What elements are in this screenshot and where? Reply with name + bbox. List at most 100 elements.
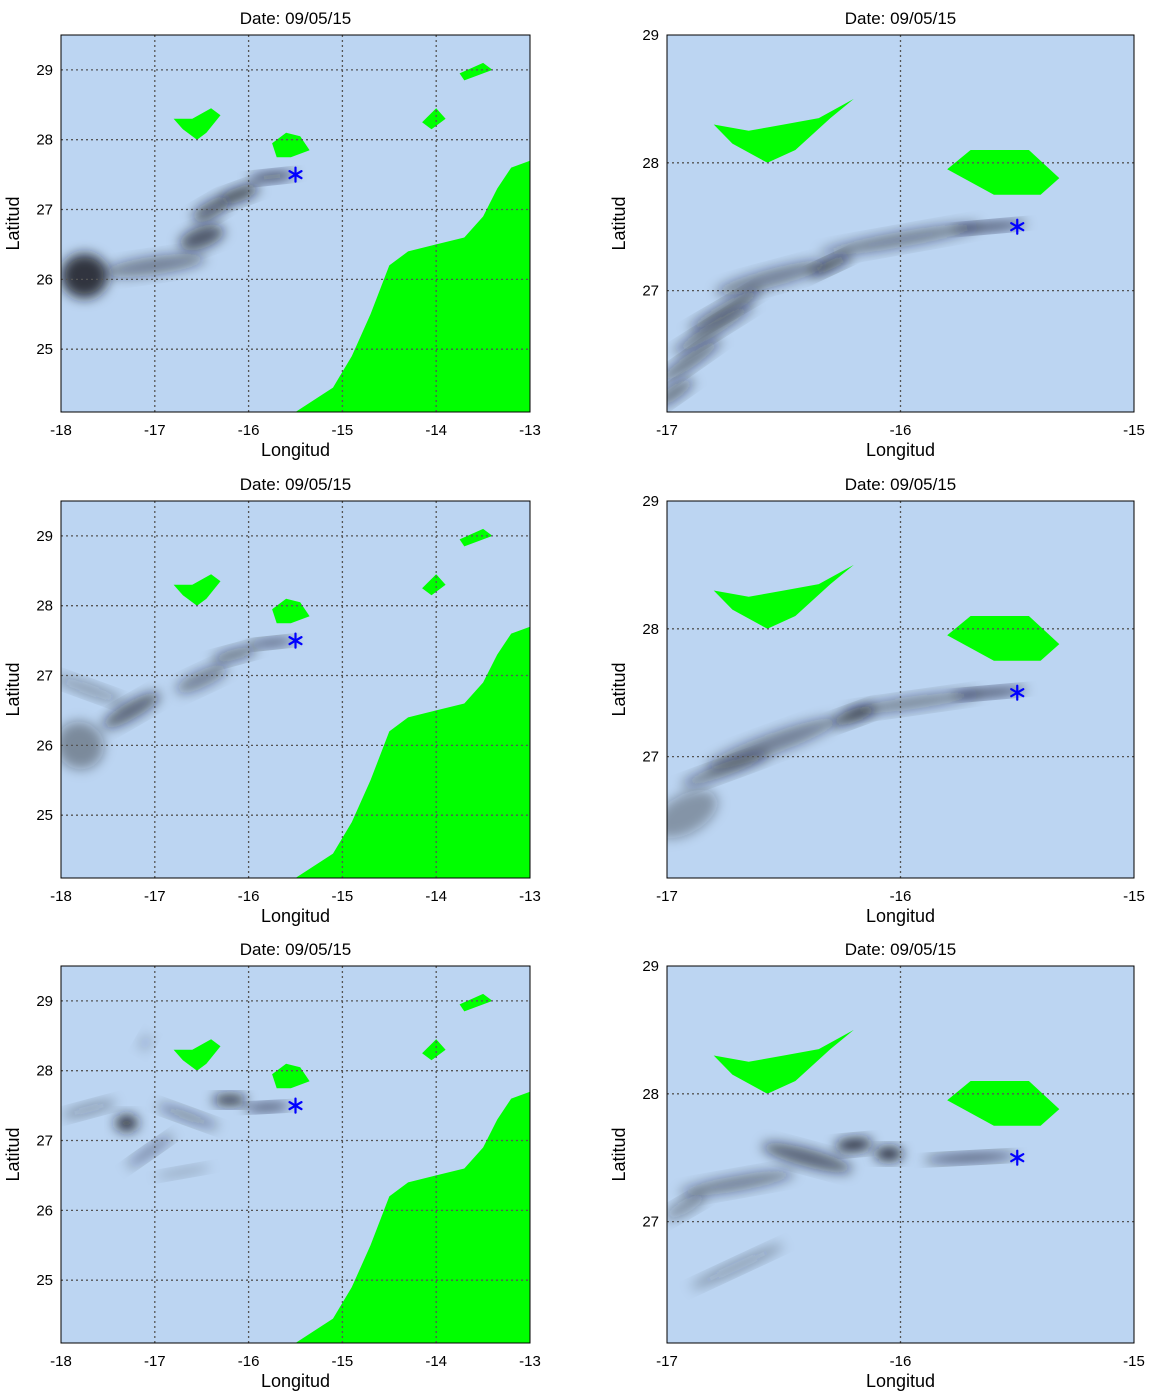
plume-concentration <box>248 171 296 182</box>
land-mass <box>272 598 310 624</box>
x-axis-label: Longitud <box>261 906 330 926</box>
y-tick-label: 28 <box>642 155 659 172</box>
y-tick-label: 28 <box>36 132 53 149</box>
x-tick-label: -17 <box>144 888 166 905</box>
y-axis-label: Latitud <box>3 196 23 250</box>
asterisk-icon <box>1010 684 1025 701</box>
x-tick-label: -14 <box>425 1353 447 1370</box>
plume-concentration <box>155 1166 211 1178</box>
y-tick-label: 29 <box>36 993 53 1010</box>
land-mass <box>272 1063 310 1089</box>
y-axis-label: Latitud <box>3 662 23 716</box>
x-tick-label: -13 <box>519 888 541 905</box>
axes-frame <box>666 500 1135 879</box>
x-tick-label: -15 <box>332 422 354 439</box>
x-tick-label: -18 <box>50 422 72 439</box>
x-tick-label: -17 <box>144 422 166 439</box>
y-tick-label: 27 <box>642 749 659 766</box>
plume-concentration <box>219 184 259 204</box>
x-tick-label: -13 <box>519 1353 541 1370</box>
x-axis-label: Longitud <box>261 440 330 460</box>
plume-concentration <box>809 254 852 276</box>
x-tick-label: -17 <box>656 888 678 905</box>
y-tick-label: 25 <box>36 341 53 358</box>
asterisk-icon <box>1010 1149 1025 1166</box>
x-tick-label: -15 <box>1123 1353 1145 1370</box>
asterisk-icon <box>1010 218 1025 235</box>
x-tick-label: -17 <box>656 1353 678 1370</box>
plume-concentration <box>831 705 876 726</box>
panel-title: Date: 09/05/15 <box>845 940 957 959</box>
plume-concentration <box>138 1035 152 1051</box>
x-tick-label: -18 <box>50 888 72 905</box>
y-tick-label: 26 <box>36 1202 53 1219</box>
asterisk-icon <box>288 1097 303 1114</box>
y-tick-label: 28 <box>642 621 659 638</box>
plume-concentration <box>681 752 770 787</box>
x-axis-label: Longitud <box>866 906 935 926</box>
land-mass <box>272 132 310 158</box>
map-panel: -18 -17 -16 -15 -14 -13 25 26 27 28 29 Date: 09/05/… <box>3 9 541 460</box>
plume-concentration <box>667 338 722 383</box>
plume-concentration <box>820 223 981 256</box>
y-tick-label: 27 <box>36 1133 53 1150</box>
map-panel: -18 -17 -16 -15 -14 -13 25 26 27 28 29 Date: 09/05/… <box>3 940 541 1391</box>
plume-concentration <box>175 664 228 694</box>
x-tick-label: -16 <box>238 1353 260 1370</box>
plume-concentration <box>835 1138 873 1152</box>
land-mass <box>947 1081 1060 1126</box>
y-axis-label: Latitud <box>609 662 629 716</box>
map-panel: -17 -16 -15 27 28 29 Date: 09/05/15 Longitud Lat… <box>609 940 1145 1391</box>
panel-title: Date: 09/05/15 <box>240 9 352 28</box>
x-tick-label: -16 <box>890 422 912 439</box>
plume-concentration <box>715 260 829 296</box>
x-tick-label: -16 <box>238 888 260 905</box>
plume-concentration <box>102 692 161 729</box>
ocean-area <box>667 35 1134 412</box>
plume-concentration <box>126 1134 174 1168</box>
land-mass <box>459 993 493 1012</box>
axes-frame <box>666 965 1135 1344</box>
land-mass <box>713 98 854 163</box>
plume-concentration <box>761 1142 853 1173</box>
map-panel: -18 -17 -16 -15 -14 -13 25 26 27 28 29 Date: 09/05/… <box>3 475 541 926</box>
land-mass <box>173 574 221 606</box>
x-tick-label: -15 <box>1123 422 1145 439</box>
y-tick-label: 27 <box>642 1214 659 1231</box>
y-tick-label: 26 <box>36 271 53 288</box>
plume-concentration <box>211 646 258 663</box>
x-tick-label: -16 <box>890 888 912 905</box>
plume-concentration <box>667 789 718 839</box>
plume-concentration <box>115 1114 138 1132</box>
x-tick-label: -13 <box>519 422 541 439</box>
x-tick-label: -14 <box>425 422 447 439</box>
axes-frame <box>60 34 531 413</box>
plume-concentration <box>212 1095 247 1105</box>
plume-concentration <box>667 378 694 408</box>
axes-frame <box>60 965 531 1344</box>
panel-title: Date: 09/05/15 <box>845 9 957 28</box>
plume-concentration <box>688 288 762 332</box>
map-panel: -17 -16 -15 27 28 29 Date: 09/05/15 Longitud Lat… <box>609 9 1145 460</box>
land-mass <box>459 62 493 81</box>
y-tick-label: 27 <box>36 668 53 685</box>
land-mass <box>713 564 854 629</box>
y-tick-label: 25 <box>36 1272 53 1289</box>
ocean-area <box>667 501 1134 878</box>
axes-frame <box>666 34 1135 413</box>
y-tick-label: 29 <box>642 27 659 44</box>
y-tick-label: 27 <box>642 283 659 300</box>
y-tick-label: 26 <box>36 737 53 754</box>
axes-frame <box>60 500 531 879</box>
x-tick-label: -15 <box>332 888 354 905</box>
x-axis-label: Longitud <box>866 1371 935 1391</box>
land-mass <box>422 574 446 596</box>
y-tick-label: 29 <box>642 493 659 510</box>
plume-concentration <box>923 1153 1018 1163</box>
y-tick-label: 28 <box>36 598 53 615</box>
land-mass <box>947 616 1060 661</box>
map-panel: -17 -16 -15 27 28 29 Date: 09/05/15 Longitud Lat… <box>609 475 1145 926</box>
x-tick-label: -14 <box>425 888 447 905</box>
x-tick-label: -18 <box>50 1353 72 1370</box>
